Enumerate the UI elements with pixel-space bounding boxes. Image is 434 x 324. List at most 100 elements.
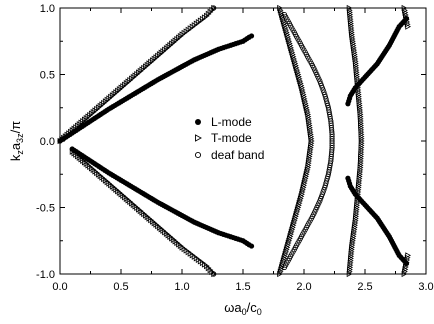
data-point (174, 239, 181, 247)
series-deaf-band (211, 5, 335, 277)
data-point (211, 5, 217, 11)
data-point (280, 15, 286, 23)
data-point (286, 40, 293, 47)
data-point (283, 29, 290, 36)
data-point (146, 215, 153, 222)
data-point (95, 171, 102, 178)
data-point (277, 4, 283, 12)
data-point (99, 101, 106, 108)
data-point (204, 12, 210, 20)
data-point (111, 184, 118, 192)
data-point (204, 262, 210, 270)
data-point (167, 42, 174, 49)
legend-marker-filled-circle (195, 119, 201, 125)
legend-item-deaf-band: deaf band (194, 148, 264, 162)
data-point (73, 151, 80, 158)
data-point (76, 154, 83, 161)
data-points (57, 4, 412, 278)
data-point (318, 196, 324, 202)
data-point (205, 264, 212, 272)
data-point (296, 75, 303, 83)
data-point (174, 35, 181, 43)
data-point (165, 232, 172, 239)
data-point (162, 46, 168, 53)
data-point (59, 136, 66, 143)
data-point (317, 78, 323, 84)
data-point (71, 149, 78, 157)
x-axis-label-mid: /c (247, 300, 258, 315)
data-point (207, 266, 214, 274)
data-point (299, 84, 305, 91)
data-point (284, 31, 291, 38)
data-point (116, 86, 123, 93)
data-point (104, 96, 111, 104)
data-point (280, 18, 287, 25)
data-point (88, 165, 95, 172)
data-point (156, 51, 163, 58)
y-axis-label-sub1: z (15, 150, 25, 155)
data-point (318, 193, 325, 200)
legend-marker-open-triangle (195, 134, 202, 142)
data-point (169, 40, 175, 47)
legend-marker-open-circle (194, 151, 202, 159)
data-point (177, 32, 184, 40)
y-axis-label-sub2: 3z (15, 133, 25, 143)
data-point (209, 6, 216, 14)
data-point (319, 85, 325, 91)
data-point (127, 198, 134, 205)
data-point (158, 225, 165, 233)
data-point (281, 20, 288, 27)
data-point (300, 89, 306, 96)
data-point (90, 108, 97, 116)
data-point (205, 10, 212, 18)
data-point (285, 33, 291, 40)
data-point (143, 212, 149, 219)
data-point (125, 197, 132, 204)
legend-label-t-mode: T-mode (211, 131, 252, 145)
data-point (97, 102, 104, 110)
data-point (298, 82, 305, 89)
x-tick-label: 2.0 (296, 281, 311, 293)
data-point (122, 194, 128, 201)
data-point (146, 60, 153, 67)
data-point (151, 219, 158, 227)
data-point (108, 93, 114, 101)
data-point (288, 44, 294, 52)
data-point (106, 95, 113, 102)
data-point (97, 172, 104, 180)
data-point (78, 156, 85, 163)
data-point (130, 201, 137, 209)
data-point (297, 77, 304, 85)
data-point (155, 52, 161, 60)
data-point (90, 166, 97, 174)
data-point (318, 82, 325, 89)
data-point (136, 69, 142, 76)
series-t-mode (57, 4, 412, 278)
legend-label-deaf-band: deaf band (211, 148, 264, 162)
data-point (82, 159, 88, 166)
x-tick-label: 1.5 (235, 281, 250, 293)
data-point (88, 110, 95, 117)
y-tick-label: 1.0 (40, 3, 55, 15)
legend-label-l-mode: L-mode (211, 115, 252, 129)
legend-item-l-mode: L-mode (195, 115, 252, 129)
data-point (122, 81, 128, 88)
data-point (288, 46, 295, 54)
data-point (94, 169, 100, 177)
data-point (127, 77, 134, 84)
data-point (321, 89, 327, 95)
data-point (129, 200, 135, 207)
data-point (134, 70, 141, 78)
data-point (137, 207, 144, 215)
y-tick-label: -1.0 (36, 269, 55, 281)
data-point (141, 210, 147, 218)
data-point (115, 87, 121, 95)
data-point (176, 34, 182, 41)
data-point (302, 100, 309, 107)
data-point (87, 163, 93, 171)
data-point (163, 230, 170, 237)
data-point (118, 191, 125, 198)
data-point (299, 86, 306, 94)
y-tick-label: -0.5 (36, 203, 55, 215)
